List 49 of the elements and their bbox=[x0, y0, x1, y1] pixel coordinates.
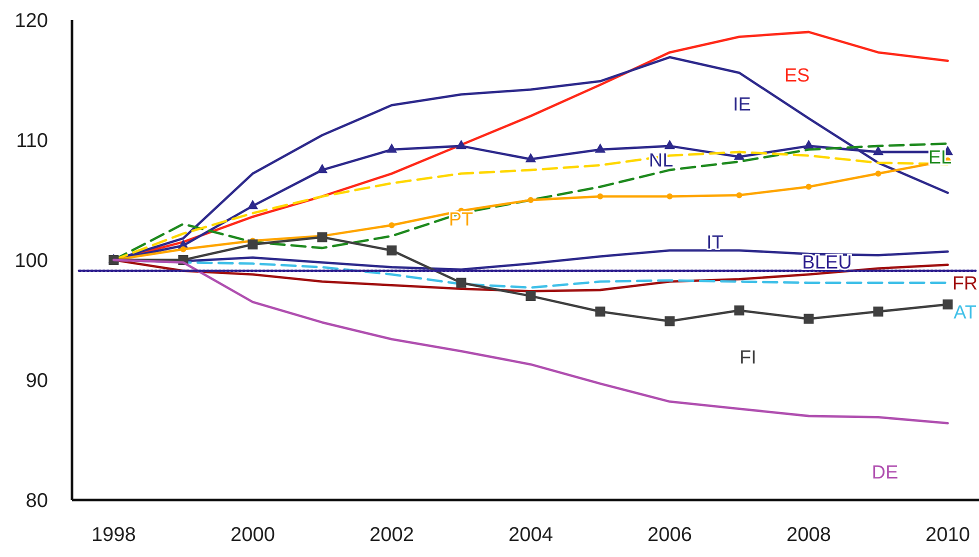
text: DE bbox=[872, 462, 898, 484]
point bbox=[317, 232, 328, 242]
point bbox=[456, 278, 466, 288]
point bbox=[180, 246, 186, 252]
series-label: FR bbox=[952, 274, 978, 295]
point bbox=[875, 170, 882, 177]
point bbox=[386, 143, 398, 153]
point bbox=[806, 184, 812, 190]
series-label: BLEU bbox=[802, 252, 852, 274]
y-tick-label: 110 bbox=[16, 130, 48, 152]
x-tick-label: 2006 bbox=[647, 524, 692, 546]
point bbox=[248, 239, 258, 250]
point bbox=[594, 143, 606, 153]
point bbox=[456, 140, 467, 150]
point bbox=[525, 152, 536, 162]
x-tick-label: 2004 bbox=[508, 524, 553, 546]
x-tick-label: 1998 bbox=[91, 524, 136, 546]
y-tick-label: 120 bbox=[14, 10, 48, 32]
point bbox=[664, 140, 676, 150]
series-label: ES bbox=[784, 66, 810, 87]
point bbox=[526, 291, 536, 301]
point bbox=[734, 150, 745, 160]
y-tick-label: 80 bbox=[26, 490, 48, 512]
point bbox=[386, 245, 397, 256]
x-tick-label: 2000 bbox=[230, 524, 275, 546]
point bbox=[736, 192, 742, 198]
series-label: FI bbox=[740, 348, 756, 369]
x-tick-label: 2010 bbox=[925, 524, 970, 546]
series-label: NL bbox=[648, 150, 674, 172]
point bbox=[597, 193, 604, 200]
point bbox=[734, 305, 744, 316]
point bbox=[872, 146, 884, 156]
point bbox=[804, 314, 814, 324]
point bbox=[595, 306, 606, 317]
point bbox=[873, 306, 884, 317]
point bbox=[388, 222, 395, 228]
y-tick-label: 90 bbox=[26, 370, 48, 392]
point bbox=[664, 316, 675, 326]
point bbox=[528, 197, 534, 203]
point bbox=[247, 200, 258, 210]
y-tick-label: 100 bbox=[14, 250, 48, 272]
series-label: AT bbox=[954, 302, 977, 324]
point bbox=[666, 193, 673, 200]
series-label: IT bbox=[706, 232, 724, 254]
point bbox=[316, 164, 328, 174]
series-label: IE bbox=[733, 94, 751, 116]
x-tick-label: 2008 bbox=[786, 524, 831, 546]
x-tick-label: 2002 bbox=[369, 524, 414, 546]
point bbox=[942, 299, 953, 310]
